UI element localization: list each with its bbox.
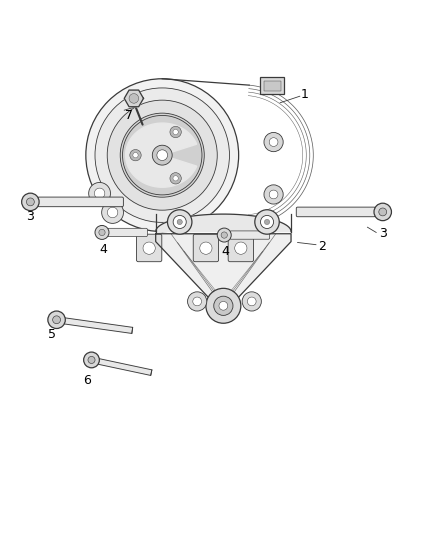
- Circle shape: [99, 229, 105, 236]
- Circle shape: [264, 133, 283, 152]
- Circle shape: [261, 215, 274, 229]
- Circle shape: [247, 297, 256, 306]
- Circle shape: [206, 288, 241, 323]
- FancyBboxPatch shape: [137, 234, 162, 262]
- Text: 4: 4: [222, 245, 230, 258]
- Circle shape: [374, 203, 392, 221]
- Circle shape: [21, 193, 39, 211]
- Text: 4: 4: [99, 243, 107, 255]
- Circle shape: [170, 126, 181, 138]
- Text: 6: 6: [83, 374, 91, 386]
- Circle shape: [219, 302, 228, 310]
- Circle shape: [214, 296, 233, 316]
- Circle shape: [379, 208, 387, 216]
- Circle shape: [200, 242, 212, 254]
- Circle shape: [53, 316, 60, 324]
- Circle shape: [217, 228, 231, 242]
- Circle shape: [133, 152, 138, 158]
- Polygon shape: [155, 214, 291, 231]
- Circle shape: [84, 352, 99, 368]
- Circle shape: [173, 215, 186, 229]
- Circle shape: [264, 185, 283, 204]
- Polygon shape: [126, 123, 197, 187]
- Polygon shape: [56, 317, 133, 334]
- Circle shape: [177, 220, 182, 224]
- Circle shape: [173, 130, 178, 135]
- Text: 3: 3: [379, 227, 387, 240]
- Text: 2: 2: [318, 240, 325, 253]
- Circle shape: [94, 188, 105, 199]
- Circle shape: [167, 210, 192, 234]
- Polygon shape: [91, 357, 152, 375]
- Circle shape: [95, 225, 109, 239]
- Circle shape: [152, 145, 172, 165]
- Bar: [261, 77, 285, 94]
- FancyBboxPatch shape: [108, 228, 148, 237]
- FancyBboxPatch shape: [228, 234, 254, 262]
- Circle shape: [173, 176, 178, 181]
- Circle shape: [107, 100, 217, 210]
- Circle shape: [235, 242, 247, 254]
- Bar: [264, 81, 281, 91]
- Circle shape: [95, 88, 230, 222]
- Circle shape: [107, 207, 118, 217]
- Circle shape: [269, 190, 278, 199]
- Circle shape: [143, 242, 155, 254]
- FancyBboxPatch shape: [230, 231, 270, 239]
- Text: 3: 3: [26, 210, 34, 223]
- Text: 5: 5: [48, 328, 56, 341]
- Circle shape: [88, 182, 110, 204]
- Circle shape: [269, 138, 278, 147]
- FancyBboxPatch shape: [193, 234, 219, 262]
- Circle shape: [170, 173, 181, 184]
- Circle shape: [265, 220, 270, 224]
- Circle shape: [120, 113, 204, 197]
- Circle shape: [157, 150, 168, 160]
- Circle shape: [123, 116, 202, 195]
- Text: 1: 1: [300, 87, 308, 101]
- Polygon shape: [155, 234, 291, 308]
- Circle shape: [187, 292, 207, 311]
- Polygon shape: [124, 90, 144, 107]
- Circle shape: [88, 357, 95, 364]
- Circle shape: [130, 149, 141, 161]
- Circle shape: [26, 198, 34, 206]
- FancyBboxPatch shape: [296, 207, 375, 217]
- Circle shape: [129, 94, 139, 103]
- Circle shape: [255, 210, 279, 234]
- Circle shape: [193, 297, 201, 306]
- Circle shape: [86, 79, 239, 231]
- Circle shape: [48, 311, 65, 328]
- Circle shape: [221, 232, 227, 238]
- Circle shape: [102, 201, 124, 223]
- Circle shape: [242, 292, 261, 311]
- Text: 7: 7: [126, 109, 134, 123]
- FancyBboxPatch shape: [38, 197, 124, 207]
